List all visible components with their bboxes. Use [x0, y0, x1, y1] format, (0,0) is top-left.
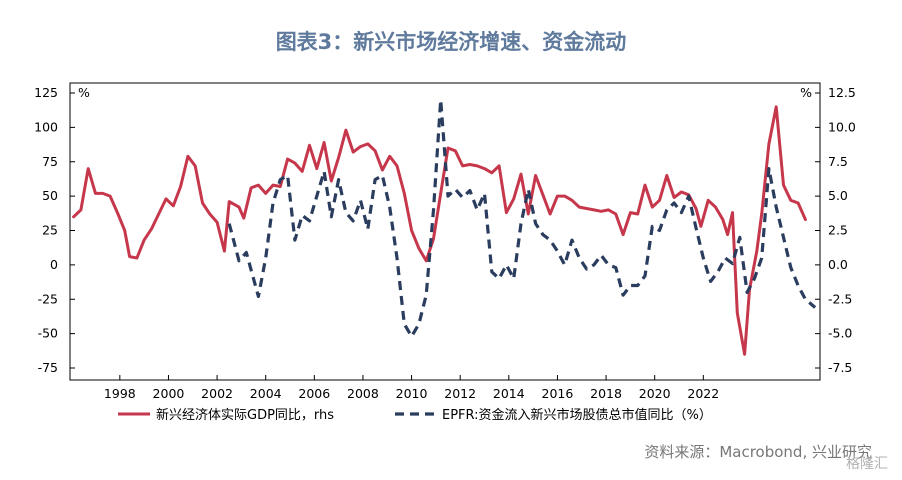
right-tick-label: -5.0 — [828, 326, 852, 341]
x-tick-label: 2010 — [396, 386, 428, 401]
legend: 新兴经济体实际GDP同比，rhs EPFR:资金流入新兴市场股债总市值同比（%） — [118, 407, 712, 423]
legend-label-epfr: EPFR:资金流入新兴市场股债总市值同比（%） — [442, 407, 712, 423]
x-tick-label: 2002 — [201, 386, 233, 401]
left-tick-label: 50 — [42, 188, 58, 203]
left-tick-label: 0 — [50, 257, 58, 272]
series-layer — [72, 98, 817, 356]
epfr-series-line — [227, 98, 817, 338]
right-tick-label: 2.5 — [828, 223, 848, 238]
x-tick-label: 2016 — [542, 386, 574, 401]
left-tick-label: -50 — [38, 326, 58, 341]
left-tick-label: -75 — [38, 360, 58, 375]
right-tick-label: 10.0 — [828, 119, 856, 134]
right-tick-label: 5.0 — [828, 188, 848, 203]
left-tick-label: 100 — [34, 119, 58, 134]
x-tick-label: 2004 — [250, 386, 282, 401]
x-tick-label: 1998 — [104, 386, 136, 401]
chart-title: 图表3：新兴市场经济增速、资金流动 — [275, 30, 627, 54]
x-tick-label: 2000 — [153, 386, 185, 401]
left-tick-label: 25 — [42, 223, 58, 238]
x-tick-label: 2006 — [298, 386, 330, 401]
axes: 125 100 75 50 25 0 -25 -50 -75 12.5 10.0 7.5 5.0 2.5 0… — [34, 82, 856, 401]
x-tick-label: 2008 — [347, 386, 379, 401]
gdp-series-line — [72, 105, 807, 356]
x-tick-label: 2020 — [639, 386, 671, 401]
watermark: 格隆汇 — [846, 456, 888, 472]
x-tick-label: 2014 — [493, 386, 525, 401]
right-tick-label: -2.5 — [828, 291, 852, 306]
right-tick-label: 0.0 — [828, 257, 848, 272]
source-note: 资料来源：Macrobond, 兴业研究 — [644, 443, 872, 461]
x-tick-label: 2012 — [444, 386, 476, 401]
right-tick-label: -7.5 — [828, 360, 852, 375]
right-tick-label: 12.5 — [828, 85, 856, 100]
legend-label-gdp: 新兴经济体实际GDP同比，rhs — [156, 407, 334, 423]
plot-frame — [69, 82, 821, 381]
x-tick-label: 2018 — [590, 386, 622, 401]
left-tick-label: 125 — [34, 85, 58, 100]
x-tick-label: 2022 — [687, 386, 719, 401]
right-unit-label: % — [800, 85, 812, 100]
left-unit-label: % — [78, 85, 90, 100]
left-tick-label: 75 — [42, 154, 58, 169]
right-tick-label: 7.5 — [828, 154, 848, 169]
left-tick-label: -25 — [38, 291, 58, 306]
